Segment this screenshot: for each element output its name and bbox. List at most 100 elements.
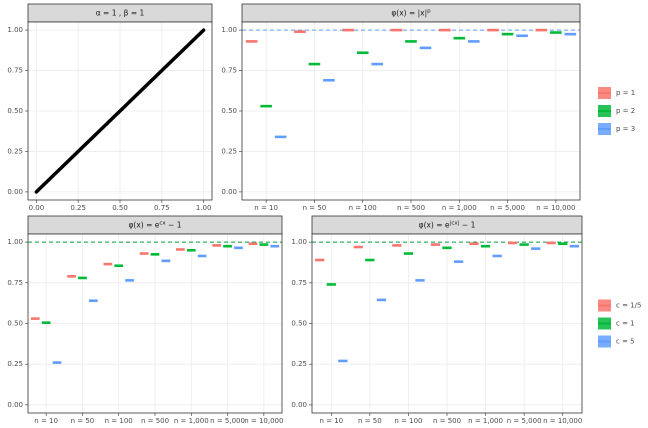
x-tick-label: 0.00	[29, 204, 45, 212]
crossbar	[248, 242, 258, 246]
x-tick-label: n = 500	[141, 417, 169, 425]
x-tick-label: n = 1,000	[174, 417, 209, 425]
x-tick-label: n = 50	[303, 204, 327, 212]
y-tick-label: 0.75	[221, 67, 237, 75]
y-tick-label: 1.00	[7, 26, 23, 34]
legend-label: p = 3	[616, 125, 635, 133]
x-tick-label: n = 5,000	[490, 204, 525, 212]
crossbar	[480, 244, 491, 248]
crossbar	[212, 244, 222, 247]
crossbar	[139, 252, 149, 255]
crossbar	[78, 276, 87, 280]
crossbar	[234, 246, 243, 250]
y-tick-label: 0.25	[7, 147, 23, 155]
y-tick-label: 0.75	[7, 67, 23, 75]
crossbar	[453, 36, 466, 40]
x-tick-label: n = 1,000	[442, 204, 477, 212]
y-tick-label: 0.75	[291, 279, 307, 287]
crossbar	[403, 252, 414, 255]
line	[34, 28, 206, 194]
legend-label: c = 1	[616, 320, 635, 328]
panel-title: φ(x) = |x|p	[391, 8, 431, 18]
crossbar	[442, 246, 452, 250]
crossbar	[294, 30, 306, 34]
crossbar	[390, 28, 403, 32]
crossbar	[453, 260, 464, 263]
x-tick-label: n = 10,000	[536, 204, 575, 212]
crossbar	[326, 283, 336, 286]
y-tick-label: 0.00	[221, 188, 237, 196]
y-tick-label: 0.25	[7, 360, 23, 368]
y-tick-label: 0.50	[221, 107, 237, 115]
y-tick-label: 1.00	[7, 238, 23, 246]
crossbar	[259, 243, 269, 246]
x-tick-label: 0.50	[112, 204, 128, 212]
panel-title: φ(x) = ecx − 1	[128, 220, 181, 230]
y-tick-label: 0.00	[291, 401, 307, 409]
crossbar	[41, 321, 51, 324]
x-tick-label: n = 10,000	[543, 417, 582, 425]
x-tick-label: n = 10,000	[244, 417, 283, 425]
y-tick-label: 0.25	[291, 360, 307, 368]
y-tick-label: 0.00	[7, 188, 23, 196]
x-tick-label: 1.00	[196, 204, 212, 212]
x-tick-label: n = 50	[358, 417, 382, 425]
x-tick-label: n = 10	[319, 417, 343, 425]
crossbar	[186, 248, 196, 252]
x-tick-label: n = 100	[105, 417, 133, 425]
panel-title: α = 1 , β = 1	[96, 9, 145, 18]
crossbar	[323, 78, 335, 82]
y-tick-label: 0.00	[7, 401, 23, 409]
legend-label: p = 1	[616, 89, 635, 97]
title-tail: − 1	[460, 221, 476, 230]
crossbar	[308, 62, 321, 66]
crossbar	[88, 299, 98, 303]
crossbar	[430, 243, 441, 246]
crossbar	[469, 242, 479, 246]
crossbar	[415, 279, 425, 282]
crossbar	[125, 279, 134, 282]
crossbar	[356, 51, 369, 55]
x-tick-label: n = 10	[254, 204, 278, 212]
y-tick-label: 0.75	[7, 279, 23, 287]
crossbar	[274, 135, 287, 139]
y-tick-label: 1.00	[291, 238, 307, 246]
y-tick-label: 0.50	[7, 320, 23, 328]
panel-title: φ(x) = e|cx| − 1	[419, 220, 476, 230]
x-tick-label: 0.25	[70, 204, 86, 212]
crossbar	[67, 275, 76, 278]
x-tick-label: n = 10	[34, 417, 58, 425]
title-tail: − 1	[166, 221, 182, 230]
legend-label: c = 1/5	[616, 302, 641, 310]
x-tick-label: n = 50	[71, 417, 95, 425]
crossbar	[114, 264, 124, 268]
panel-border	[27, 21, 213, 201]
crossbar	[52, 361, 62, 364]
crossbar	[439, 28, 451, 32]
crossbar	[564, 32, 577, 36]
crossbar	[365, 258, 375, 262]
crossbar	[550, 31, 562, 34]
panel-border	[241, 21, 581, 201]
panel-border	[27, 233, 283, 414]
x-tick-label: n = 5,000	[507, 417, 542, 425]
crossbar	[531, 247, 541, 250]
crossbar	[376, 298, 387, 302]
crossbar	[569, 244, 579, 248]
x-tick-label: n = 500	[397, 204, 425, 212]
title-sup: p	[427, 8, 431, 14]
title-base: φ(x) = e	[419, 221, 450, 230]
crossbar	[176, 248, 185, 251]
title-sup: cx	[159, 220, 166, 226]
crossbar	[467, 40, 480, 43]
crossbar	[419, 46, 432, 50]
y-tick-label: 0.25	[221, 147, 237, 155]
crossbar	[30, 317, 40, 320]
crossbar	[197, 254, 207, 258]
y-tick-label: 0.50	[7, 107, 23, 115]
crossbar	[245, 40, 258, 43]
x-tick-label: n = 1,000	[468, 417, 503, 425]
legend-label: p = 2	[616, 107, 635, 115]
title-base: φ(x) = |x|	[391, 9, 427, 18]
crossbar	[103, 262, 113, 266]
